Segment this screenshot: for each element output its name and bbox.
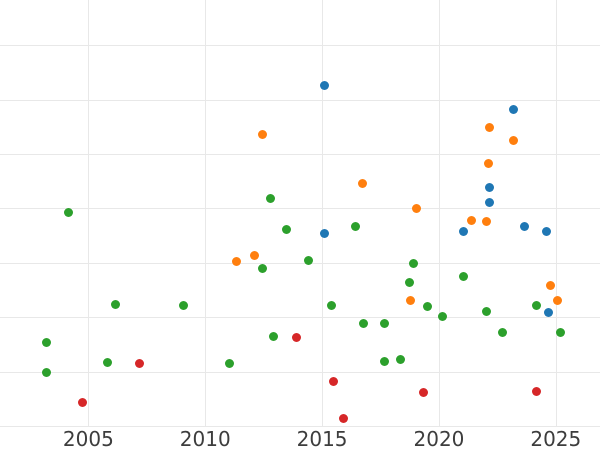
x-axis: 2005 2010 2015 2020 2025 <box>0 426 600 450</box>
data-point-green <box>482 306 492 316</box>
data-point-red <box>292 333 302 343</box>
data-point-red <box>77 397 87 407</box>
data-point-green <box>268 332 278 342</box>
gridline-vertical <box>88 0 89 426</box>
data-point-green <box>281 224 291 234</box>
data-point-orange <box>258 130 268 140</box>
data-point-green <box>179 300 189 310</box>
data-point-blue <box>508 104 518 114</box>
gridline-vertical <box>322 0 323 426</box>
data-point-blue <box>485 182 495 192</box>
data-point-red <box>532 387 542 397</box>
gridline-horizontal <box>0 154 600 155</box>
data-point-green <box>556 327 566 337</box>
data-point-green <box>380 357 390 367</box>
data-point-blue <box>485 197 495 207</box>
data-point-blue <box>520 221 530 231</box>
data-point-green <box>64 208 74 218</box>
data-point-green <box>225 358 235 368</box>
x-tick-label: 2010 <box>179 427 231 450</box>
x-tick-label: 2025 <box>530 427 582 450</box>
gridline-vertical <box>205 0 206 426</box>
data-point-orange <box>249 250 259 260</box>
data-point-blue <box>542 226 552 236</box>
data-point-orange <box>553 296 563 306</box>
gridline-vertical <box>439 0 440 426</box>
data-point-red <box>338 413 348 423</box>
data-point-orange <box>412 204 422 214</box>
data-point-green <box>498 328 508 338</box>
data-point-green <box>258 263 268 273</box>
data-point-red <box>419 387 429 397</box>
data-point-green <box>405 278 415 288</box>
data-point-green <box>42 367 52 377</box>
data-point-green <box>395 354 405 364</box>
data-point-green <box>380 319 390 329</box>
data-point-orange <box>405 296 415 306</box>
data-point-green <box>266 193 276 203</box>
x-tick-label: 2020 <box>413 427 465 450</box>
data-point-orange <box>467 215 477 225</box>
data-point-green <box>327 301 337 311</box>
data-point-green <box>532 301 542 311</box>
data-point-green <box>458 271 468 281</box>
data-point-blue <box>320 228 330 238</box>
data-point-orange <box>232 256 242 266</box>
data-point-red <box>328 377 338 387</box>
data-point-green <box>42 337 52 347</box>
data-point-blue <box>458 226 468 236</box>
data-point-green <box>359 318 369 328</box>
gridline-horizontal <box>0 100 600 101</box>
gridline-vertical <box>556 0 557 426</box>
data-point-orange <box>358 178 368 188</box>
data-point-orange <box>482 217 492 227</box>
data-point-blue <box>320 81 330 91</box>
data-point-green <box>422 302 432 312</box>
data-point-orange <box>546 280 556 290</box>
data-point-orange <box>485 122 495 132</box>
data-point-orange <box>508 135 518 145</box>
gridline-horizontal <box>0 45 600 46</box>
data-point-green <box>111 299 121 309</box>
data-point-orange <box>483 158 493 168</box>
x-tick-label: 2015 <box>296 427 348 450</box>
data-point-green <box>438 311 448 321</box>
data-point-green <box>103 358 113 368</box>
data-point-green <box>303 255 313 265</box>
gridline-horizontal <box>0 263 600 264</box>
data-point-green <box>351 222 361 232</box>
x-tick-label: 2005 <box>62 427 114 450</box>
gridline-horizontal <box>0 317 600 318</box>
plot-area <box>0 0 600 427</box>
data-point-red <box>135 359 145 369</box>
gridline-horizontal <box>0 208 600 209</box>
gridline-horizontal <box>0 372 600 373</box>
data-point-green <box>408 259 418 269</box>
gridline-horizontal <box>0 426 600 427</box>
data-point-blue <box>544 307 554 317</box>
